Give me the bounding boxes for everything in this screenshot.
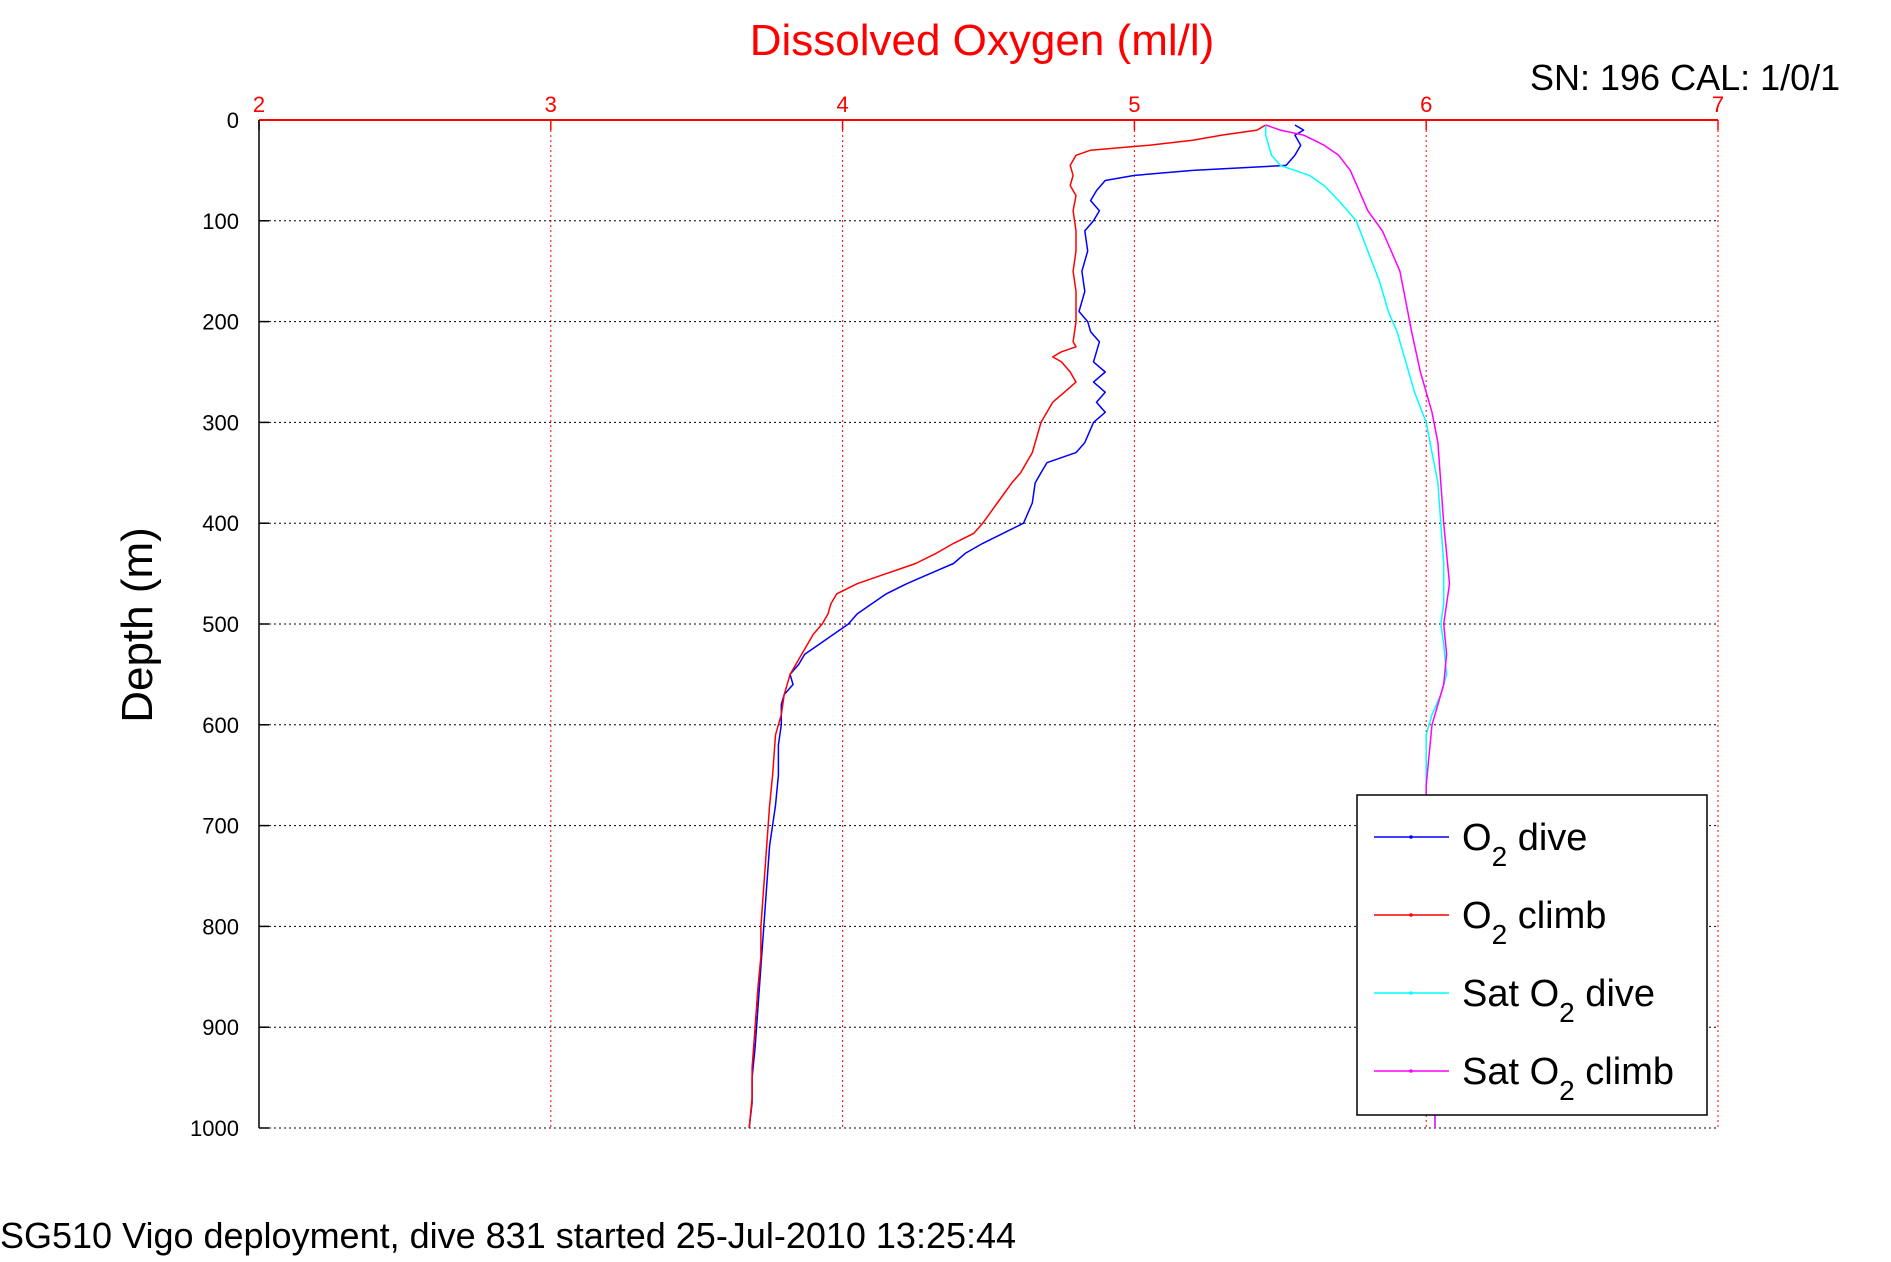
legend-base: O — [1530, 973, 1560, 1015]
legend-name: climb — [1575, 1051, 1674, 1093]
serial-cal-label: SN: 196 CAL: 1/0/1 — [1530, 57, 1840, 98]
axis-layer: 2 3 4 5 6 7 0 100 200 300 400 500 600 700 800 900 1000 — [190, 92, 1724, 1141]
legend-entry: Sat O2 dive — [1462, 973, 1655, 1028]
chart-title: Dissolved Oxygen (ml/l) — [750, 16, 1215, 65]
legend-subscript: 2 — [1559, 1075, 1575, 1106]
y-tick-label: 700 — [202, 814, 239, 839]
x-tick-label: 6 — [1420, 92, 1432, 117]
y-tick-label: 800 — [202, 914, 239, 939]
legend-marker — [1409, 1069, 1413, 1073]
legend-base: O — [1530, 1051, 1560, 1093]
legend-subscript: 2 — [1492, 841, 1508, 872]
y-tick-label: 0 — [227, 108, 239, 133]
y-axis-label: Depth (m) — [113, 527, 162, 723]
legend-box — [1356, 794, 1708, 1116]
legend-entry: Sat O2 climb — [1462, 1051, 1674, 1106]
legend-base: O — [1462, 817, 1492, 859]
legend-marker — [1409, 913, 1413, 917]
series-line-o2-climb — [748, 124, 1267, 1129]
legend-prefix: Sat — [1462, 1051, 1530, 1093]
legend-subscript: 2 — [1559, 997, 1575, 1028]
x-tick-label: 4 — [836, 92, 848, 117]
series-line-o2-dive — [748, 124, 1305, 1129]
y-tick-label: 1000 — [190, 1116, 239, 1141]
y-tick-label: 900 — [202, 1015, 239, 1040]
legend-entry: O2 climb — [1462, 895, 1606, 950]
dive-footer: SG510 Vigo deployment, dive 831 started … — [0, 1215, 1016, 1256]
legend-prefix: Sat — [1462, 973, 1530, 1015]
x-tick-label: 2 — [253, 92, 265, 117]
legend-marker — [1409, 835, 1413, 839]
legend-name: climb — [1507, 895, 1606, 937]
y-tick-label: 200 — [202, 310, 239, 335]
legend-base: O — [1462, 895, 1492, 937]
y-tick-label: 100 — [202, 209, 239, 234]
x-tick-label: 3 — [545, 92, 557, 117]
legend-name: dive — [1507, 817, 1587, 859]
y-tick-label: 500 — [202, 612, 239, 637]
y-tick-label: 600 — [202, 713, 239, 738]
legend-subscript: 2 — [1492, 919, 1508, 950]
legend-entry: O2 dive — [1462, 817, 1587, 872]
x-tick-label: 7 — [1712, 92, 1724, 117]
legend-name: dive — [1575, 973, 1655, 1015]
y-tick-label: 300 — [202, 410, 239, 435]
y-tick-label: 400 — [202, 511, 239, 536]
legend-marker — [1409, 991, 1413, 995]
x-tick-label: 5 — [1128, 92, 1140, 117]
